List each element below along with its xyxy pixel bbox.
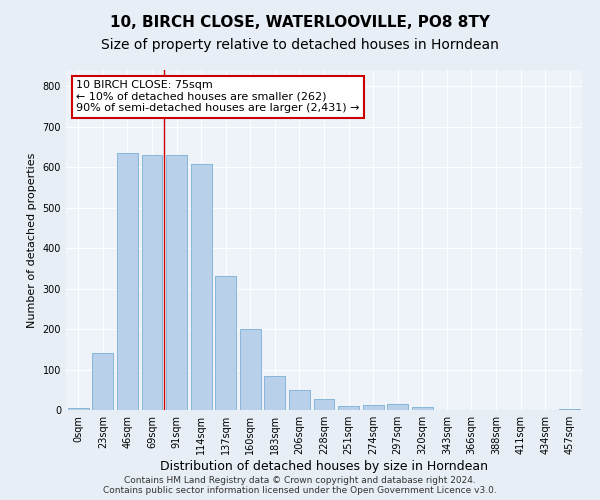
Y-axis label: Number of detached properties: Number of detached properties [27, 152, 37, 328]
Bar [92, 354, 113, 410]
Bar [289, 390, 310, 410]
Bar [215, 276, 236, 410]
Bar [191, 164, 212, 410]
Text: 10, BIRCH CLOSE, WATERLOOVILLE, PO8 8TY: 10, BIRCH CLOSE, WATERLOOVILLE, PO8 8TY [110, 15, 490, 30]
Text: Contains HM Land Registry data © Crown copyright and database right 2024.
Contai: Contains HM Land Registry data © Crown c… [103, 476, 497, 495]
X-axis label: Distribution of detached houses by size in Horndean: Distribution of detached houses by size … [160, 460, 488, 473]
Bar [68, 408, 89, 410]
Text: 10 BIRCH CLOSE: 75sqm
← 10% of detached houses are smaller (262)
90% of semi-det: 10 BIRCH CLOSE: 75sqm ← 10% of detached … [76, 80, 360, 114]
Bar [142, 155, 163, 410]
Bar [559, 409, 580, 410]
Bar [117, 153, 138, 410]
Bar [362, 405, 383, 410]
Bar [338, 406, 359, 410]
Bar [387, 404, 408, 410]
Bar [240, 329, 261, 410]
Bar [265, 376, 286, 410]
Bar [314, 399, 334, 410]
Text: Size of property relative to detached houses in Horndean: Size of property relative to detached ho… [101, 38, 499, 52]
Bar [412, 407, 433, 410]
Bar [166, 155, 187, 410]
